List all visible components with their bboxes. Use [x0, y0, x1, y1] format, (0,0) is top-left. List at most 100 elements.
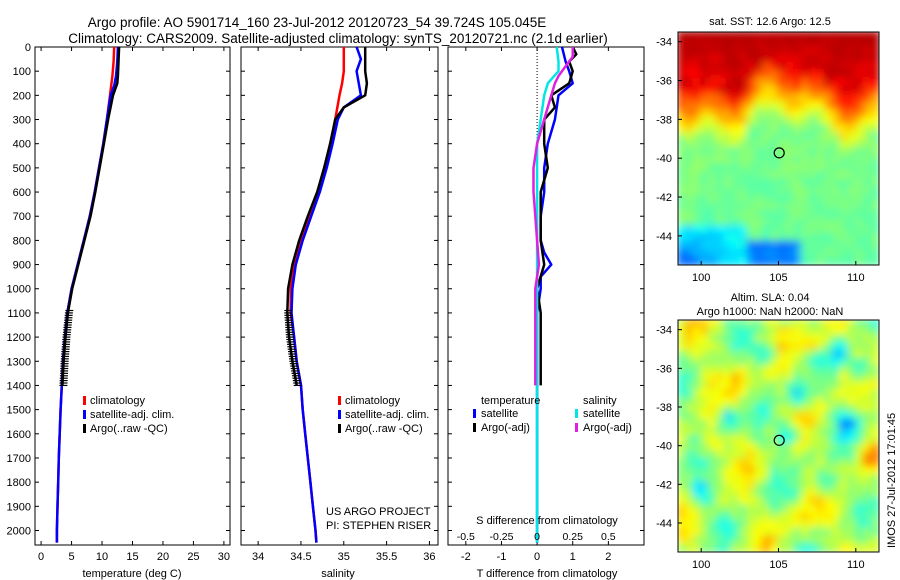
map-cell — [870, 132, 879, 142]
map-cell — [847, 326, 857, 337]
map-cell — [684, 85, 695, 96]
map-cell — [731, 225, 741, 235]
map-cell — [816, 178, 826, 189]
map-cell — [823, 139, 834, 150]
map-cell — [684, 388, 695, 399]
map-cell — [831, 170, 842, 181]
map-cell — [762, 326, 772, 337]
map-cell — [723, 543, 734, 552]
map-cell — [870, 496, 879, 507]
map-cell — [870, 54, 879, 65]
map-cell — [692, 132, 703, 142]
map-cell — [793, 504, 803, 515]
map-cell — [823, 473, 834, 484]
map-cell — [870, 320, 879, 329]
map-cell — [854, 512, 865, 522]
map-cell — [692, 365, 703, 376]
depth-tick-label: 700 — [13, 211, 31, 223]
map-cell — [715, 458, 726, 468]
map-cell — [700, 458, 710, 468]
map-y-tick-label: -38 — [656, 402, 672, 414]
map-cell — [831, 163, 842, 173]
map-cell — [870, 163, 879, 173]
map-cell — [731, 435, 741, 445]
map-cell — [746, 170, 757, 181]
map-cell — [816, 32, 826, 41]
map-cell — [692, 419, 703, 430]
map-cell — [847, 334, 857, 345]
map-cell — [723, 225, 734, 235]
map-cell — [831, 442, 842, 453]
map-cell — [692, 496, 703, 507]
map-cell — [854, 520, 865, 530]
legend-label: satellite-adj. clim. — [345, 409, 429, 421]
map-cell — [738, 481, 749, 492]
map-cell — [831, 77, 842, 88]
map-cell — [854, 240, 865, 251]
map-cell — [870, 248, 879, 259]
map-cell — [862, 147, 873, 158]
map-cell — [678, 512, 687, 522]
s-difference-ticks: -0.5 -0.25 0 0.25 0.5 — [457, 531, 616, 543]
map-cell — [823, 100, 834, 111]
map-cell — [738, 170, 749, 181]
map-cell — [862, 481, 873, 492]
map-cell — [692, 54, 703, 65]
map-cell — [769, 248, 780, 259]
map-cell — [746, 342, 757, 352]
map-cell — [715, 186, 726, 197]
map-cell — [700, 232, 710, 243]
map-cell — [847, 77, 857, 88]
map-cell — [738, 435, 749, 445]
map-cell — [707, 419, 718, 430]
map-cell — [793, 527, 803, 538]
map-cell — [731, 520, 741, 530]
map-cell — [777, 380, 788, 391]
map-cell — [692, 481, 703, 492]
map-cell — [692, 473, 703, 484]
map-cell — [839, 155, 849, 166]
map-cell — [700, 194, 710, 204]
map-cell — [746, 504, 757, 515]
map-cell — [854, 54, 865, 65]
map-cell — [723, 520, 734, 530]
map-cell — [847, 139, 857, 150]
map-cell — [777, 240, 788, 251]
map-y-tick-label: -34 — [656, 37, 672, 49]
map-cell — [692, 46, 703, 57]
map-cell — [723, 108, 734, 119]
map-cell — [870, 62, 879, 72]
map-cell — [731, 170, 741, 181]
map-cell — [715, 342, 726, 352]
map-cell — [785, 465, 795, 476]
map-y-tick-label: -44 — [656, 231, 672, 243]
map-cell — [769, 77, 780, 88]
map-cell — [793, 186, 803, 197]
map-cell — [823, 256, 834, 265]
map-cell — [847, 163, 857, 173]
map-cell — [769, 201, 780, 212]
map-cell — [731, 473, 741, 484]
map-cell — [762, 232, 772, 243]
map-cell — [754, 450, 764, 461]
map-cell — [823, 496, 834, 507]
map-cell — [808, 170, 819, 181]
map-cell — [762, 132, 772, 142]
map-cell — [731, 178, 741, 189]
map-cell — [754, 427, 764, 437]
map-cell — [700, 85, 710, 96]
map-cell — [847, 178, 857, 189]
map-cell — [707, 512, 718, 522]
map-cell — [692, 442, 703, 453]
map-cell — [707, 357, 718, 368]
map-y-tick-label: -38 — [656, 114, 672, 126]
map-cell — [785, 256, 795, 265]
map-cell — [800, 465, 811, 476]
map-cell — [854, 504, 865, 515]
map-cell — [684, 419, 695, 430]
x-tick-label: 34 — [252, 551, 264, 563]
map-cell — [831, 124, 842, 134]
map-cell — [738, 326, 749, 337]
map-cell — [684, 163, 695, 173]
map-cell — [816, 77, 826, 88]
